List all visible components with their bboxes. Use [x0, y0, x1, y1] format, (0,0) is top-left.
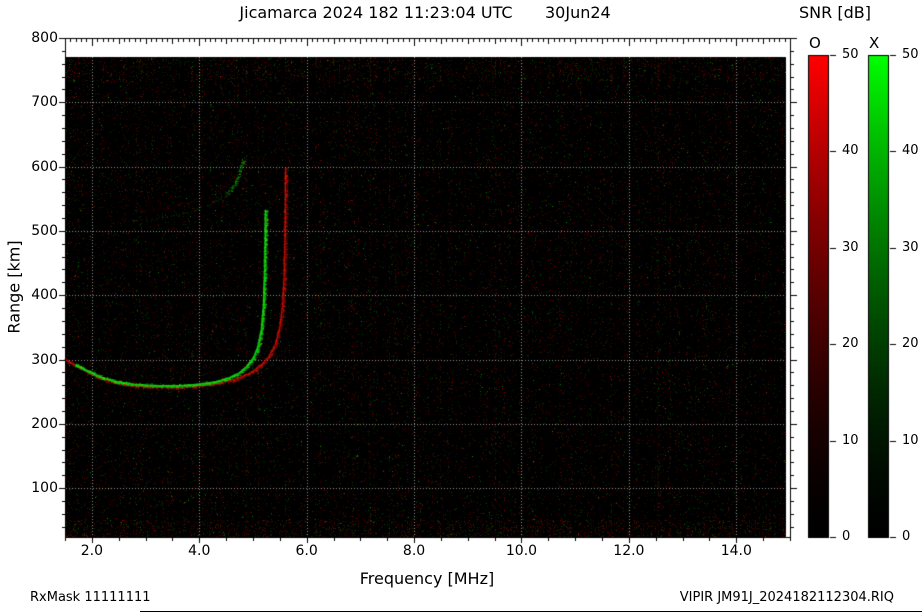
x-axis-tick-label: 14.0: [720, 543, 752, 559]
y-axis-tick-label: 800: [31, 30, 58, 46]
y-axis-tick-label: 400: [31, 287, 58, 304]
colorbar-x-tick-label: 40: [902, 143, 919, 159]
colorbar-o-tick-label: 40: [842, 143, 859, 159]
colorbar-o-tick-label: 30: [842, 239, 859, 255]
colorbar-x-tick-label: 10: [902, 432, 919, 448]
colorbar-x-tick-label: 30: [902, 239, 919, 255]
footer-rule: [140, 611, 922, 612]
colorbar-o-tick-label: 50: [842, 47, 859, 62]
x-axis-tick-label: 10.0: [505, 543, 538, 559]
y-axis-tick-label: 100: [31, 480, 58, 497]
colorbar-x-tick-label: 20: [902, 336, 919, 352]
plot-title: Jicamarca 2024 182 11:23:04 UTC: [239, 3, 513, 22]
x-axis-tick-label: 8.0: [402, 543, 426, 559]
x-axis-tick-label: 4.0: [188, 543, 211, 559]
y-axis-tick-label: 600: [31, 158, 58, 175]
x-axis-title: Frequency [MHz]: [359, 569, 495, 588]
y-axis-tick-label: 200: [31, 415, 58, 432]
colorbar-o-label: O: [809, 34, 821, 52]
y-axis-tick-label: 700: [31, 94, 58, 111]
x-axis-tick-label: 12.0: [613, 543, 645, 559]
colorbar-x-tick-label: 50: [902, 47, 919, 62]
colorbar-x-tick-label: 0: [902, 529, 911, 544]
filename-footer: VIPIR JM91J_2024182112304.RIQ: [679, 590, 894, 605]
y-axis-tick-label: 300: [31, 351, 58, 368]
colorbar-title: SNR [dB]: [799, 3, 871, 22]
rxmask-footer: RxMask 11111111: [30, 590, 151, 605]
colorbar-x-label: X: [869, 34, 880, 52]
y-axis-tick-label: 500: [31, 222, 58, 239]
x-axis-tick-label: 2.0: [80, 543, 103, 559]
x-axis-tick-label: 6.0: [295, 543, 318, 559]
colorbar-o-tick-label: 10: [842, 432, 859, 448]
plot-date-label: 30Jun24: [545, 3, 611, 22]
colorbar-o-tick-label: 20: [842, 336, 859, 352]
colorbar-o-tick-label: 0: [842, 529, 851, 544]
